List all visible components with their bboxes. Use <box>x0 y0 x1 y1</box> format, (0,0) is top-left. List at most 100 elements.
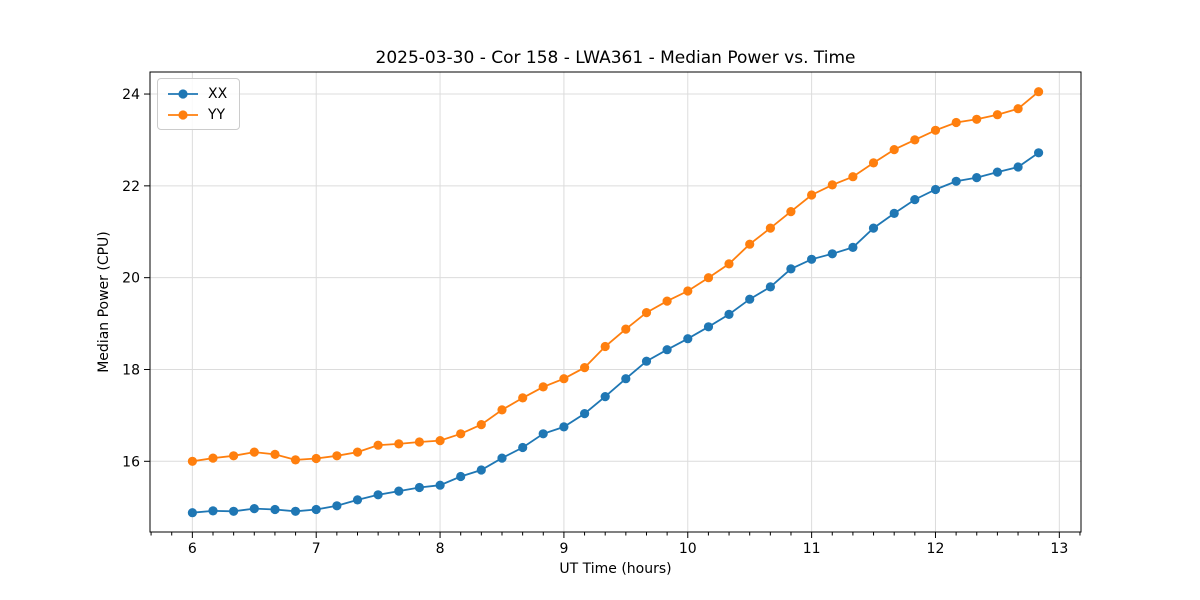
data-point-yy <box>889 145 899 155</box>
data-point-yy <box>229 451 239 461</box>
legend-marker-icon <box>168 109 198 120</box>
data-point-yy <box>683 286 693 296</box>
legend: XX YY <box>157 78 241 130</box>
y-tick-label: 20 <box>122 271 140 287</box>
data-point-yy <box>394 439 404 449</box>
data-point-yy <box>1013 104 1023 114</box>
x-tick-label: 7 <box>312 541 321 557</box>
data-point-xx <box>765 282 776 292</box>
data-point-xx <box>208 506 218 516</box>
data-point-yy <box>352 447 363 457</box>
data-point-yy <box>290 455 301 465</box>
data-point-xx <box>930 184 941 195</box>
data-point-xx <box>662 345 672 355</box>
data-point-yy <box>187 456 197 466</box>
data-point-xx <box>476 465 486 475</box>
data-point-xx <box>290 506 301 516</box>
data-point-xx <box>311 504 321 515</box>
legend-label: YY <box>208 106 226 123</box>
data-point-xx <box>807 254 817 264</box>
legend-marker-icon <box>168 88 198 99</box>
data-point-yy <box>765 223 776 233</box>
data-point-xx <box>187 508 197 518</box>
data-point-yy <box>848 172 858 182</box>
data-point-xx <box>848 242 858 252</box>
data-point-xx <box>972 173 982 183</box>
data-point-yy <box>476 420 486 430</box>
data-point-yy <box>580 363 590 373</box>
data-point-xx <box>951 176 961 186</box>
data-point-xx <box>414 482 424 493</box>
data-point-xx <box>703 322 714 332</box>
data-point-xx <box>332 501 342 511</box>
data-point-xx <box>868 223 879 233</box>
data-point-xx <box>641 356 652 366</box>
data-point-yy <box>930 125 941 135</box>
data-point-yy <box>641 308 652 318</box>
data-point-xx <box>270 504 280 515</box>
x-tick-label: 11 <box>803 541 821 557</box>
data-point-xx <box>559 422 569 432</box>
chart-title: 2025-03-30 - Cor 158 - LWA361 - Median P… <box>375 48 856 68</box>
data-point-xx <box>435 480 445 490</box>
data-point-yy <box>270 449 280 459</box>
data-point-xx <box>992 167 1003 177</box>
data-point-xx <box>683 334 693 344</box>
data-point-yy <box>621 324 631 334</box>
data-point-yy <box>311 453 321 464</box>
y-tick-label: 22 <box>122 179 140 195</box>
data-point-yy <box>868 158 879 168</box>
data-point-yy <box>414 437 424 447</box>
data-point-xx <box>580 409 590 419</box>
x-axis-label: UT Time (hours) <box>559 561 672 577</box>
data-point-yy <box>724 259 734 269</box>
data-point-yy <box>827 180 837 190</box>
data-point-yy <box>662 296 672 306</box>
data-point-xx <box>745 294 755 304</box>
x-tick-label: 9 <box>559 541 568 557</box>
x-tick-label: 12 <box>927 541 945 557</box>
data-point-yy <box>972 114 982 124</box>
data-point-xx <box>352 495 363 505</box>
data-point-yy <box>208 453 218 463</box>
data-point-xx <box>827 249 837 259</box>
data-point-yy <box>332 451 342 461</box>
data-point-xx <box>724 309 734 319</box>
legend-item-yy: YY <box>167 104 227 125</box>
data-point-yy <box>600 341 610 352</box>
data-point-yy <box>373 440 383 450</box>
data-point-yy <box>435 436 445 446</box>
data-point-yy <box>538 382 548 392</box>
y-tick-label: 16 <box>122 454 140 470</box>
data-point-xx <box>518 442 528 453</box>
plot-frame <box>149 71 1082 533</box>
data-point-xx <box>1034 148 1044 158</box>
data-point-yy <box>786 207 796 217</box>
data-point-yy <box>807 190 817 200</box>
data-point-yy <box>703 273 714 283</box>
data-point-yy <box>992 110 1003 120</box>
x-tick-label: 13 <box>1050 541 1068 557</box>
x-tick-label: 10 <box>679 541 697 557</box>
x-tick-label: 8 <box>436 541 445 557</box>
data-point-yy <box>249 447 259 457</box>
data-point-xx <box>600 392 610 402</box>
data-point-yy <box>456 429 466 439</box>
data-point-yy <box>497 405 507 415</box>
data-point-xx <box>249 504 259 514</box>
data-point-yy <box>951 117 961 128</box>
series-line-yy <box>192 91 1040 463</box>
data-point-xx <box>786 264 796 274</box>
data-point-xx <box>373 490 383 500</box>
data-point-xx <box>1013 162 1023 172</box>
data-point-yy <box>745 239 755 249</box>
data-point-xx <box>456 471 466 482</box>
data-point-xx <box>229 506 239 516</box>
x-tick-label: 6 <box>188 541 197 557</box>
data-point-xx <box>394 486 404 496</box>
data-point-xx <box>538 429 548 439</box>
legend-item-xx: XX <box>167 83 227 104</box>
data-point-yy <box>559 374 569 384</box>
